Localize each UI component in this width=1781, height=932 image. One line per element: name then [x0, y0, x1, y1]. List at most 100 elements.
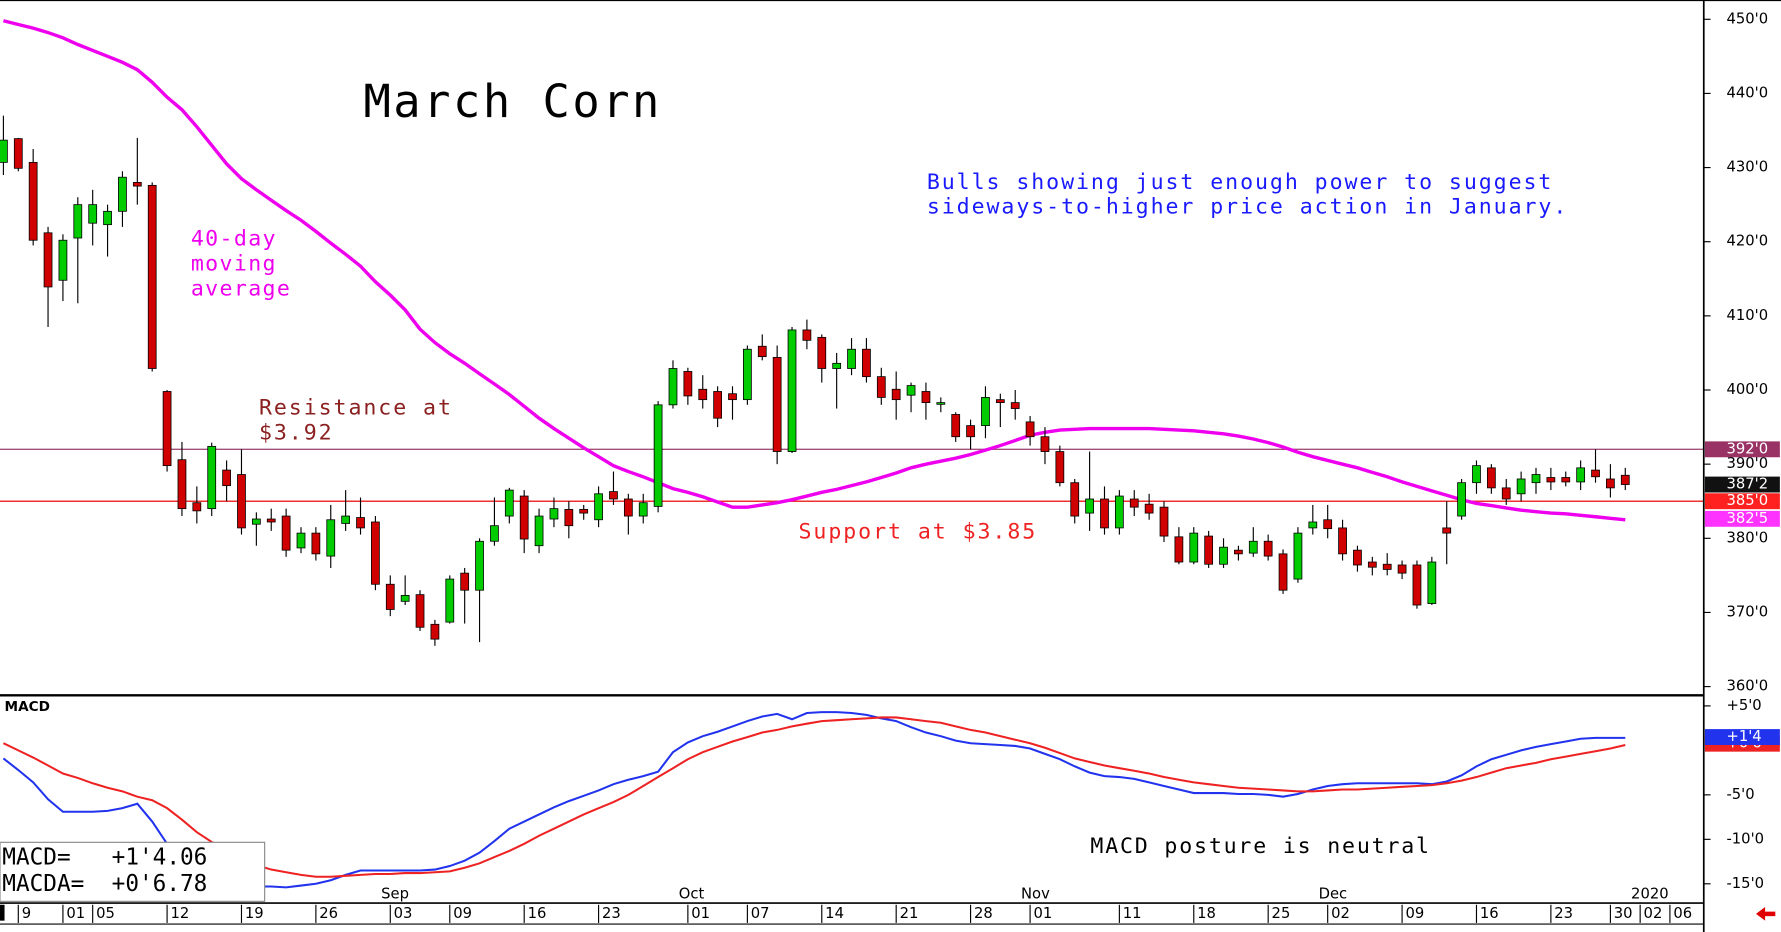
candle-body — [1144, 503, 1154, 514]
y-tick-label: +5'0 — [1726, 697, 1761, 714]
month-label: Nov — [1021, 886, 1050, 903]
candle-body — [490, 525, 499, 542]
candle-body — [891, 388, 901, 401]
candle-body — [385, 583, 395, 610]
y-tick-label: 430'0 — [1726, 159, 1768, 176]
candle-body — [1159, 506, 1169, 537]
price-flag-label: 387'2 — [1726, 476, 1768, 493]
macd-flag — [1704, 729, 1780, 745]
macd-flag-label: +1'4 — [1726, 728, 1761, 745]
candle-body — [1234, 549, 1243, 555]
price-flag — [1704, 510, 1780, 527]
candle-body — [415, 594, 425, 628]
x-tick-label: 02 — [1331, 905, 1350, 922]
x-tick-label: 9 — [22, 905, 31, 922]
candle-body — [341, 515, 351, 524]
y-tick-label: 450'0 — [1726, 10, 1768, 27]
x-tick-label: 25 — [1272, 905, 1291, 922]
candle-body — [1323, 519, 1333, 530]
readout-box — [0, 841, 266, 902]
candle-body — [1457, 482, 1466, 517]
candle-body — [1531, 474, 1541, 484]
candle-body — [1204, 535, 1214, 565]
y-tick-label: 390'0 — [1726, 455, 1768, 472]
candle-body — [1472, 465, 1481, 484]
candle-body — [594, 493, 603, 521]
candle-body — [534, 515, 544, 547]
candle-body — [728, 393, 737, 401]
candle-body — [192, 502, 202, 512]
candle-body — [251, 518, 261, 525]
candle-body — [43, 232, 53, 288]
price-flag-label: 382'5 — [1726, 510, 1768, 527]
candle-body — [1070, 482, 1080, 517]
x-tick-label: 23 — [602, 905, 621, 922]
candle-body — [222, 469, 231, 487]
y-tick-label: 410'0 — [1726, 307, 1768, 324]
candle-body — [1085, 498, 1094, 514]
candle-body — [1189, 532, 1199, 563]
candle-body — [1606, 478, 1615, 489]
candle-body — [103, 210, 112, 226]
macd-line — [2, 716, 1626, 878]
candle-body — [58, 239, 68, 281]
x-tick-label: 21 — [900, 905, 919, 922]
candle-body — [1278, 553, 1288, 591]
candle-body — [609, 491, 618, 500]
x-tick-label: 14 — [825, 905, 844, 922]
y-tick-label: 440'0 — [1726, 84, 1768, 101]
readout: MACDA= +0'6.78 — [2, 871, 207, 897]
candle-body — [1248, 540, 1258, 554]
candle-body — [668, 368, 678, 406]
y-tick-label: 360'0 — [1726, 678, 1768, 695]
candle-body — [326, 519, 336, 557]
x-tick-label: 05 — [96, 905, 115, 922]
x-tick-label: 01 — [66, 905, 85, 922]
candle-body — [88, 204, 98, 224]
candle-body — [28, 161, 38, 241]
candle-body — [1591, 469, 1600, 478]
plot-layers: 360'0 370'0 380'0 390'0 400'0 410'0 420'0 430'0… — [0, 10, 1780, 923]
candle-body — [653, 404, 663, 507]
candle-body — [1114, 495, 1124, 529]
y-tick-label: -5'0 — [1726, 786, 1754, 803]
candle-body — [743, 348, 752, 401]
candle-body — [296, 532, 306, 549]
readout: MACD= +1'4.06 — [2, 845, 207, 871]
candle-body — [237, 474, 246, 529]
x-tick-label: 23 — [1554, 905, 1573, 922]
x-tick-label: 09 — [453, 905, 472, 922]
candle-body — [1442, 527, 1452, 534]
candle-body — [1576, 467, 1586, 483]
x-tick-label: 19 — [245, 905, 264, 922]
y-tick-label: -15'0 — [1726, 875, 1764, 892]
candle-body — [132, 182, 142, 187]
candle-body — [162, 391, 172, 467]
candle-body — [371, 521, 380, 585]
x-tick-label: 30 — [1614, 905, 1633, 922]
candle-body — [921, 391, 931, 404]
month-label: 2020 — [1631, 886, 1669, 903]
candle-body — [311, 532, 321, 555]
x-tick-label: 18 — [1197, 905, 1216, 922]
candle-body — [266, 518, 276, 523]
candle-body — [1353, 549, 1362, 566]
candle-body — [1308, 521, 1318, 529]
candle-body — [772, 356, 782, 452]
x-tick-label: 02 — [1644, 905, 1663, 922]
candle-body — [1382, 563, 1392, 570]
chart-title: March Corn — [363, 75, 661, 128]
candle-body — [906, 385, 916, 396]
price-flag — [1704, 493, 1780, 510]
ma-label: moving — [191, 252, 277, 277]
x-tick-label: 28 — [974, 905, 993, 922]
candle-body — [1293, 532, 1303, 580]
candle-body — [356, 517, 365, 529]
candle-body — [1055, 451, 1065, 484]
candle-body — [1025, 421, 1035, 438]
scroll-arrow[interactable] — [1756, 907, 1776, 921]
x-tick-label: 06 — [1673, 905, 1692, 922]
